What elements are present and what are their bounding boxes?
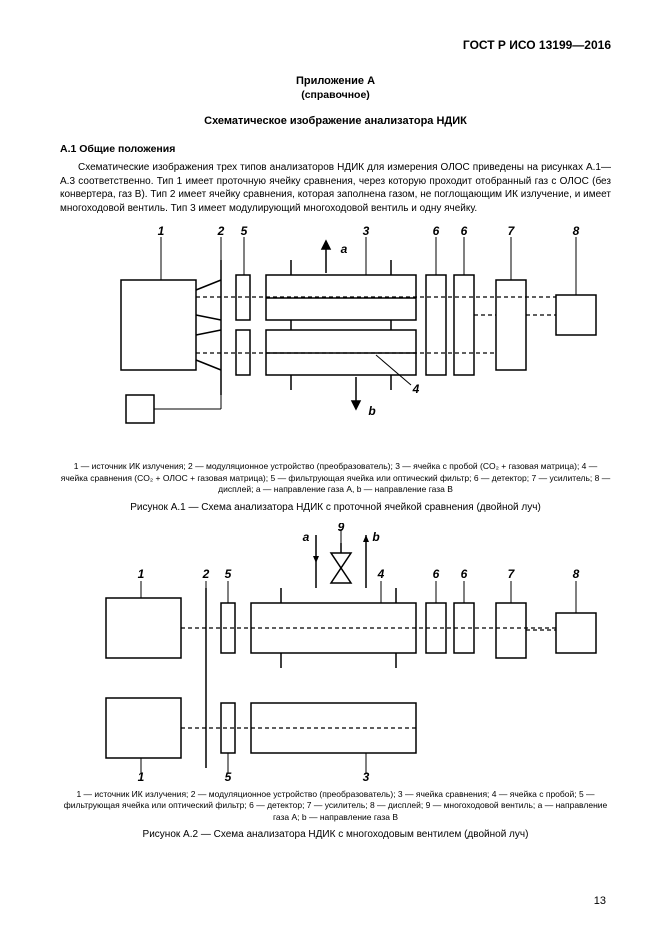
figure-a1: 1 2 5 3 6 6 7 8 4 a b bbox=[66, 225, 606, 455]
appendix-subtitle: (справочное) bbox=[60, 89, 611, 101]
svg-text:7: 7 bbox=[507, 225, 515, 238]
svg-text:3: 3 bbox=[362, 225, 369, 238]
svg-text:7: 7 bbox=[507, 567, 515, 581]
svg-text:b: b bbox=[372, 530, 379, 544]
svg-text:b: b bbox=[368, 404, 375, 418]
svg-text:8: 8 bbox=[572, 567, 579, 581]
page: ГОСТ Р ИСО 13199—2016 Приложение А (спра… bbox=[0, 0, 661, 935]
svg-text:1: 1 bbox=[137, 770, 144, 783]
figure-a2-caption: Рисунок А.2 — Схема анализатора НДИК с м… bbox=[60, 829, 611, 840]
svg-text:1: 1 bbox=[157, 225, 164, 238]
svg-text:5: 5 bbox=[240, 225, 247, 238]
svg-text:2: 2 bbox=[216, 225, 224, 238]
section-title: Схематическое изображение анализатора НД… bbox=[60, 115, 611, 127]
figure-a2: 1 2 5 4 6 6 7 8 9 a b 1 5 3 bbox=[66, 523, 606, 783]
page-number: 13 bbox=[594, 895, 606, 907]
svg-text:8: 8 bbox=[572, 225, 579, 238]
document-id: ГОСТ Р ИСО 13199—2016 bbox=[60, 38, 611, 52]
svg-text:3: 3 bbox=[362, 770, 369, 783]
paragraph: Схематические изображения трех типов ана… bbox=[60, 161, 611, 215]
svg-text:2: 2 bbox=[201, 567, 209, 581]
svg-text:6: 6 bbox=[432, 225, 439, 238]
svg-text:4: 4 bbox=[376, 567, 384, 581]
svg-text:6: 6 bbox=[460, 225, 467, 238]
svg-text:5: 5 bbox=[224, 770, 231, 783]
svg-text:6: 6 bbox=[432, 567, 439, 581]
svg-text:4: 4 bbox=[411, 382, 419, 396]
figure-a1-legend: 1 — источник ИК излучения; 2 — модуляцио… bbox=[60, 461, 611, 495]
svg-text:6: 6 bbox=[460, 567, 467, 581]
svg-text:a: a bbox=[340, 242, 347, 256]
figure-a2-legend: 1 — источник ИК излучения; 2 — модуляцио… bbox=[60, 789, 611, 823]
svg-text:9: 9 bbox=[337, 523, 344, 534]
figure-a1-caption: Рисунок А.1 — Схема анализатора НДИК с п… bbox=[60, 502, 611, 513]
subsection-heading: А.1 Общие положения bbox=[60, 143, 611, 155]
svg-text:1: 1 bbox=[137, 567, 144, 581]
svg-text:a: a bbox=[302, 530, 309, 544]
appendix-title: Приложение А bbox=[60, 74, 611, 89]
svg-text:5: 5 bbox=[224, 567, 231, 581]
